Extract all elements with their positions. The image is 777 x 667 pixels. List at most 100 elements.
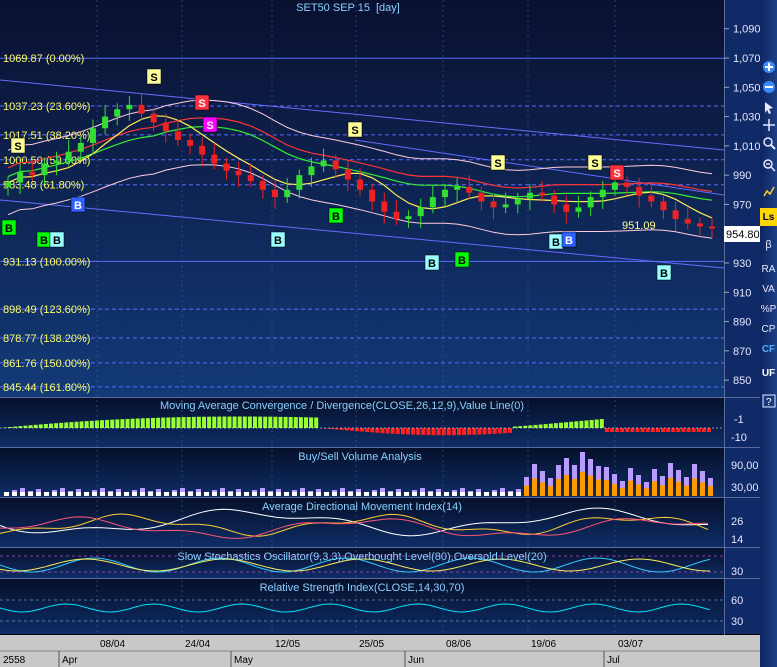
- last-price-label: 954.80: [726, 229, 760, 241]
- signal-marker[interactable]: [656, 264, 672, 281]
- volume-panel[interactable]: [0, 448, 724, 497]
- volume-bar-sell: [524, 485, 529, 496]
- candle-body: [636, 186, 643, 196]
- price-panel[interactable]: [0, 0, 724, 397]
- volume-bar-sell: [580, 471, 585, 496]
- toolbar-pct-p[interactable]: %P: [760, 303, 777, 315]
- candle-body: [502, 204, 509, 208]
- volume-bar-sell: [708, 486, 713, 496]
- volume-bar-sell: [260, 492, 265, 496]
- volume-bar-sell: [20, 492, 25, 496]
- volume-bar-sell: [508, 492, 513, 496]
- minus-icon[interactable]: [760, 78, 777, 96]
- volume-bar-sell: [84, 492, 89, 496]
- signal-marker[interactable]: [587, 154, 603, 171]
- rsi-line: [0, 603, 711, 613]
- candle-body: [684, 219, 691, 224]
- fib-label: 931.13 (100.00%): [3, 256, 90, 268]
- zoom-out-icon[interactable]: [760, 156, 777, 174]
- candle-body: [284, 189, 291, 198]
- volume-bar-sell: [460, 492, 465, 496]
- signal-marker[interactable]: [194, 94, 210, 111]
- macd-title: Moving Average Convergence / Divergence(…: [160, 400, 524, 412]
- candle-body: [344, 169, 351, 180]
- volume-bar-sell: [492, 492, 497, 496]
- signal-marker[interactable]: [490, 154, 506, 171]
- adx-tick-2: 14: [731, 534, 743, 546]
- y-tick-label: 970: [733, 199, 751, 211]
- volume-bar-sell: [604, 480, 609, 496]
- y-tick-label: 1,010: [733, 141, 761, 153]
- candle-body: [41, 163, 48, 176]
- signal-label: B: [565, 235, 573, 247]
- signal-marker[interactable]: [1, 219, 17, 236]
- signal-marker[interactable]: [70, 196, 86, 213]
- volume-bar-sell: [388, 492, 393, 496]
- ma-long: [7, 117, 713, 192]
- adx-tick-1: 26: [731, 516, 743, 528]
- volume-bar-sell: [532, 478, 537, 496]
- svg-text:?: ?: [766, 397, 772, 408]
- volume-bar-sell: [4, 492, 9, 496]
- volume-bar-sell: [132, 492, 137, 496]
- signal-marker[interactable]: [49, 231, 65, 248]
- candle-body: [174, 131, 181, 140]
- rsi-panel[interactable]: [0, 579, 724, 634]
- candle-body: [332, 160, 339, 170]
- y-tick-label: 870: [733, 346, 751, 358]
- volume-bar-sell: [172, 492, 177, 496]
- candle-body: [77, 142, 84, 152]
- signal-marker[interactable]: [146, 68, 162, 85]
- signal-marker[interactable]: [202, 116, 218, 133]
- signal-label: B: [274, 235, 282, 247]
- candle-body: [429, 197, 436, 208]
- signal-marker[interactable]: [10, 137, 26, 154]
- candle-body: [162, 122, 169, 132]
- crosshair-icon[interactable]: [760, 116, 777, 134]
- toolbar-ls[interactable]: Ls: [760, 208, 777, 226]
- candle-body: [696, 223, 703, 227]
- volume-bar-sell: [428, 492, 433, 496]
- chart-icon[interactable]: [760, 182, 777, 200]
- volume-bar-sell: [588, 475, 593, 496]
- trend-line-upper: [0, 79, 725, 151]
- toolbar-va[interactable]: VA: [762, 283, 775, 295]
- candle-body: [454, 186, 461, 190]
- volume-bar-sell: [68, 492, 73, 496]
- trend-line-lower: [0, 199, 725, 269]
- signal-marker[interactable]: [347, 121, 363, 138]
- toolbar-ra[interactable]: RA: [761, 263, 776, 275]
- minus-di-line: [0, 516, 708, 539]
- candle-body: [611, 182, 618, 190]
- plus-icon[interactable]: [760, 58, 777, 76]
- signal-marker[interactable]: [609, 164, 625, 181]
- candle-body: [709, 226, 715, 229]
- toolbar-cf[interactable]: CF: [761, 343, 776, 355]
- volume-bar-sell: [308, 492, 313, 496]
- candle-body: [369, 189, 376, 202]
- toolbar-uf[interactable]: UF: [761, 367, 776, 379]
- candle-body: [102, 116, 109, 129]
- signal-label: B: [660, 268, 668, 280]
- signal-marker[interactable]: [561, 231, 577, 248]
- toolbar-cp[interactable]: CP: [761, 323, 776, 335]
- cursor-icon[interactable]: [760, 98, 777, 116]
- volume-bar-sell: [36, 492, 41, 496]
- help-icon[interactable]: ?: [760, 392, 777, 410]
- date-label-lower-3: May: [234, 655, 253, 666]
- signal-marker[interactable]: [328, 207, 344, 224]
- signal-marker[interactable]: [424, 254, 440, 271]
- volume-bar-sell: [292, 492, 297, 496]
- toolbar-beta[interactable]: β: [765, 239, 772, 251]
- signal-marker[interactable]: [454, 251, 470, 268]
- volume-tick-2: 30,00: [731, 482, 759, 494]
- date-label-lower-5: Jul: [607, 655, 620, 666]
- volume-bar-sell: [188, 492, 193, 496]
- volume-bar-sell: [620, 487, 625, 496]
- zoom-in-icon[interactable]: [760, 134, 777, 152]
- volume-bar-sell: [124, 492, 129, 496]
- candle-body: [551, 195, 558, 205]
- signal-marker[interactable]: [270, 231, 286, 248]
- candle-body: [405, 216, 412, 220]
- chart-title: SET50 SEP 15 [day]: [296, 2, 400, 14]
